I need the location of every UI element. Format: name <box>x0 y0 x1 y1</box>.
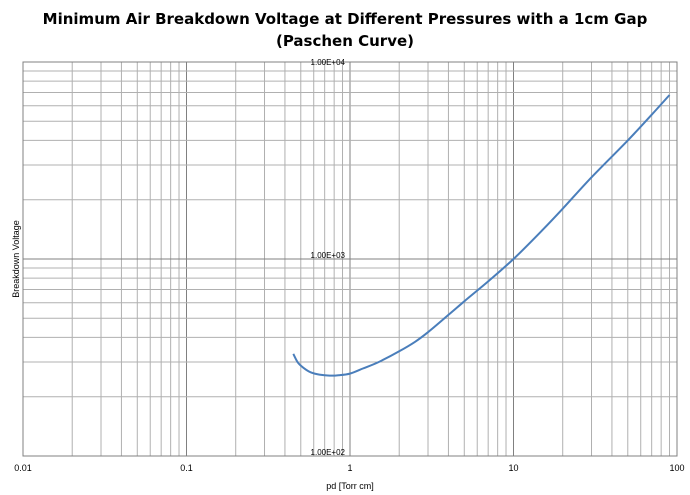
plot-area <box>22 61 678 457</box>
series-line <box>292 94 671 377</box>
x-tick-label: 100 <box>669 463 684 473</box>
x-tick-label: 1 <box>347 463 352 473</box>
chart-title-line-2: (Paschen Curve) <box>275 32 415 50</box>
x-tick-labels: 0.01 0.1 1 10 100 <box>14 463 684 473</box>
y-tick-label: 1.00E+02 <box>311 448 346 457</box>
x-tick-label: 0.1 <box>180 463 193 473</box>
grid-lines <box>22 62 677 457</box>
y-tick-label: 1.00E+03 <box>311 251 346 260</box>
y-tick-label: 1.00E+04 <box>311 58 346 67</box>
y-axis-label: Breakdown Voltage <box>11 220 21 298</box>
chart-title-line-1: Minimum Air Breakdown Voltage at Differe… <box>42 10 648 28</box>
x-axis-label: pd [Torr cm] <box>326 481 374 491</box>
chart-title: Minimum Air Breakdown Voltage at Differe… <box>0 8 690 52</box>
x-tick-label: 10 <box>508 463 518 473</box>
y-tick-labels: 1.00E+02 1.00E+03 1.00E+04 <box>311 58 346 457</box>
x-tick-label: 0.01 <box>14 463 32 473</box>
